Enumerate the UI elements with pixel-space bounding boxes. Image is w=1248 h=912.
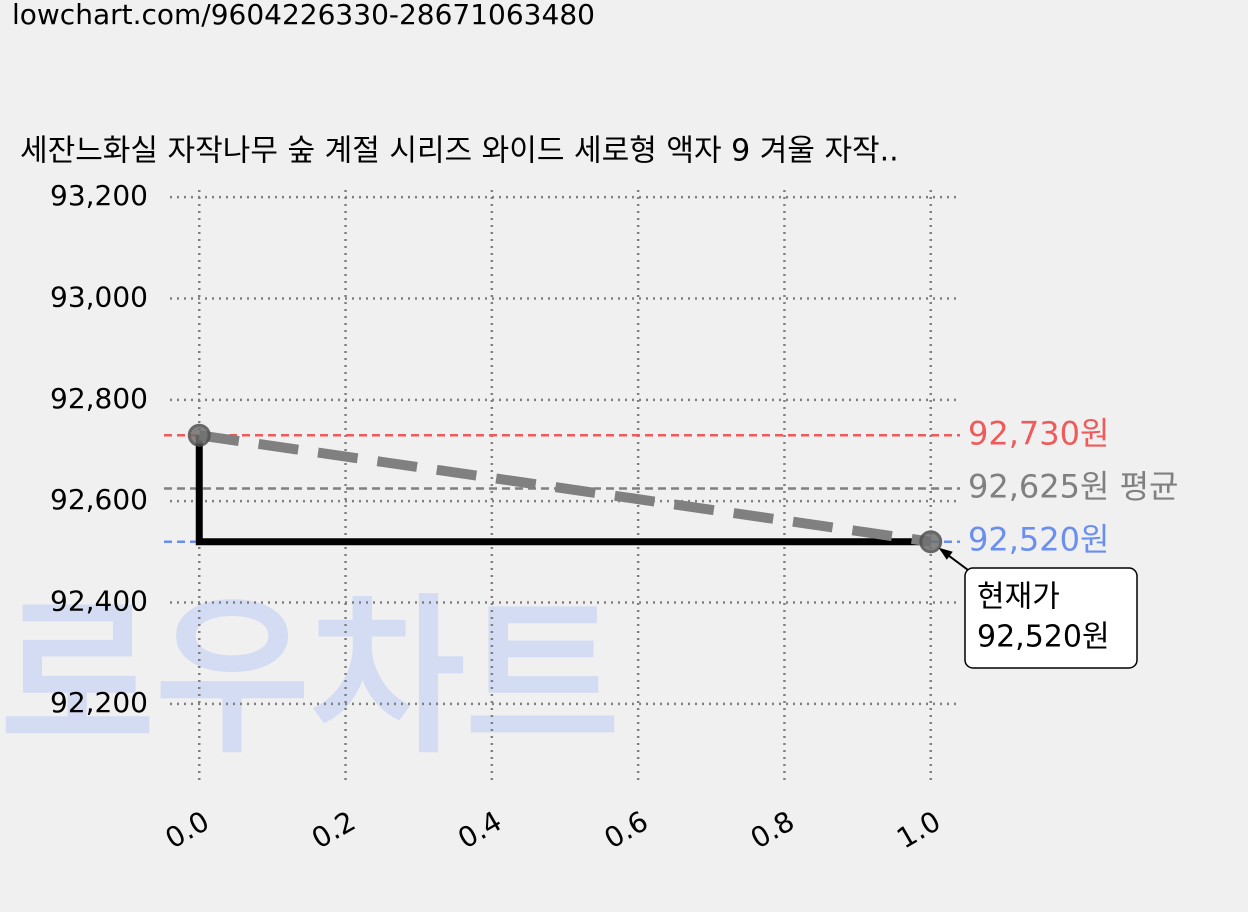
y-tick-label: 92,200 bbox=[50, 686, 148, 719]
x-tick-label: 0.0 bbox=[160, 804, 215, 855]
chart-title: 세잔느화실 자작나무 숲 계절 시리즈 와이드 세로형 액자 9 겨울 자작.. bbox=[20, 134, 899, 169]
reference-label: 92,625원 평균 bbox=[968, 468, 1178, 506]
x-tick-label: 0.4 bbox=[452, 804, 507, 855]
x-tick-label: 1.0 bbox=[891, 804, 946, 855]
x-tick-label: 0.6 bbox=[599, 804, 654, 855]
y-tick-label: 93,200 bbox=[50, 179, 148, 212]
x-tick-label: 0.2 bbox=[306, 804, 361, 855]
y-tick-label: 92,400 bbox=[50, 585, 148, 618]
annotation-text: 현재가 bbox=[977, 580, 1060, 615]
reference-label: 92,730원 bbox=[968, 414, 1109, 452]
reference-label: 92,520원 bbox=[968, 521, 1109, 559]
series-line bbox=[198, 430, 932, 547]
y-tick-label: 93,000 bbox=[50, 280, 148, 313]
y-tick-label: 92,600 bbox=[50, 483, 148, 516]
annotation-text: 92,520원 bbox=[977, 620, 1110, 655]
point bbox=[919, 530, 943, 554]
x-tick-label: 0.8 bbox=[745, 804, 800, 855]
y-tick-label: 92,800 bbox=[50, 382, 148, 415]
url: lowchart.com/9604226330-28671063480 bbox=[12, 0, 595, 31]
watermark: 로우차트 bbox=[0, 579, 620, 777]
series-line bbox=[195, 435, 931, 546]
annotation-box bbox=[964, 567, 1138, 669]
point bbox=[187, 423, 211, 447]
annotation-arrowhead bbox=[938, 547, 953, 560]
